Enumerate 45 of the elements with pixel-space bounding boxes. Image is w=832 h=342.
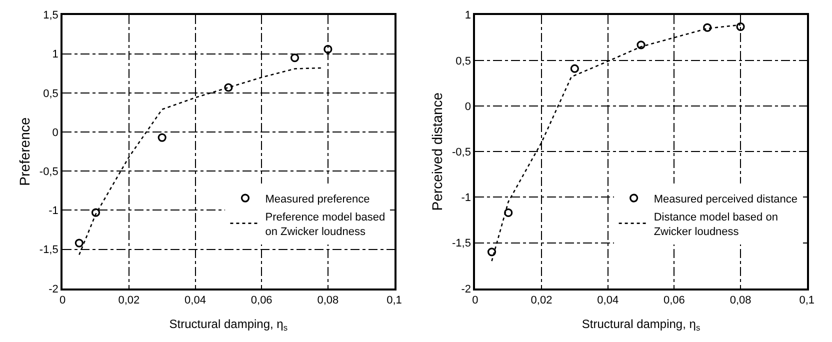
x-tick-label: 0,08: [730, 294, 752, 307]
legend-label: Measured perceived distance: [654, 193, 798, 206]
point: [91, 208, 100, 217]
y-tick-label: -1: [48, 205, 58, 218]
point: [570, 64, 579, 73]
x-tick-label: 0,06: [663, 294, 685, 307]
x-axis-title: Structural damping, η$_{s}$: [582, 317, 700, 333]
y-tick-label: 0: [52, 126, 58, 139]
y-tick-label: 1,5: [43, 10, 58, 22]
y-axis-title: Preference: [16, 117, 33, 186]
x-tick-label: 0,04: [597, 294, 619, 307]
y-tick-label: 0,5: [456, 55, 471, 68]
x-tick-label: 0,1: [799, 294, 815, 307]
point: [736, 22, 745, 31]
y-axis-title: Perceived distance: [429, 92, 446, 211]
y-tick-label: -1: [461, 192, 471, 204]
x-tick-label: 0,1: [386, 294, 402, 307]
legend-label: Measured preference: [265, 193, 370, 206]
legend-label: Distance model based on Zwicker loudness: [654, 211, 778, 238]
y-tick-label: -2: [48, 283, 58, 296]
point: [487, 248, 496, 256]
x-axis-title: Structural damping, η$_{s}$: [169, 317, 288, 333]
y-tick-label: 0,5: [43, 88, 58, 100]
point: [290, 53, 300, 62]
y-tick-label: 1: [52, 48, 58, 61]
y-tick-label: 0: [464, 100, 471, 113]
point: [703, 23, 712, 32]
y-tick-label: 1: [464, 10, 471, 22]
point: [74, 238, 84, 248]
x-tick-label: 0,02: [118, 294, 140, 307]
x-tick-label: 0,06: [250, 294, 272, 307]
legend-label: Preference model based on Zwicker loudness: [265, 211, 386, 238]
y-tick-label: -2: [461, 283, 471, 296]
y-tick-label: -1,5: [452, 238, 471, 250]
x-tick-label: 0,04: [184, 294, 206, 307]
y-tick-label: -0,5: [39, 166, 58, 178]
point: [504, 208, 513, 217]
point: [224, 83, 233, 92]
point: [158, 133, 166, 142]
x-tick-label: 0,02: [530, 294, 552, 307]
point: [324, 44, 332, 54]
x-tick-label: 0,08: [317, 294, 339, 307]
y-tick-label: -0,5: [452, 146, 471, 158]
y-tick-label: -1,5: [39, 244, 58, 256]
point: [636, 40, 646, 50]
